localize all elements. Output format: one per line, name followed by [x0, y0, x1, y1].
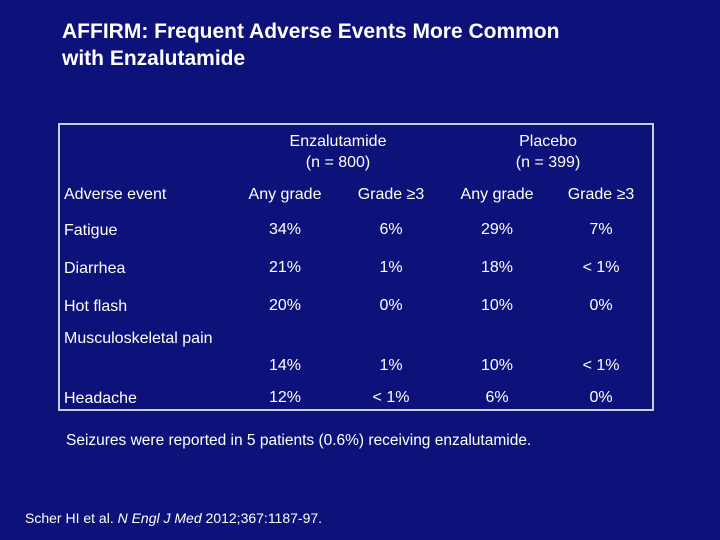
seizure-note: Seizures were reported in 5 patients (0.…	[66, 432, 532, 449]
table-row: Hot flash 20% 0% 10% 0%	[60, 287, 652, 325]
table-cell: < 1%	[582, 259, 620, 276]
table-row: Headache 12% < 1% 6% 0%	[60, 379, 652, 417]
citation: Scher HI et al. N Engl J Med 2012;367:11…	[25, 510, 322, 526]
table-cell: 29%	[481, 221, 514, 238]
event-name: Fatigue	[64, 221, 118, 239]
table-cell: 10%	[481, 357, 514, 374]
adverse-events-table: Enzalutamide (n = 800) Placebo (n = 399)…	[60, 125, 652, 417]
group-name: Enzalutamide	[289, 133, 387, 150]
table-cell: 10%	[481, 297, 514, 314]
table-cell: 20%	[268, 297, 302, 314]
table-cell: 6%	[485, 389, 509, 406]
citation-authors: Scher HI et al.	[25, 510, 114, 526]
column-header-pbo-grade3: Grade ≥3	[567, 186, 635, 203]
column-header-enz-any-grade: Any grade	[248, 186, 322, 203]
column-header-pbo-any-grade: Any grade	[460, 186, 534, 203]
group-header-row: Enzalutamide (n = 800) Placebo (n = 399)	[60, 125, 652, 179]
empty-header-cell	[60, 125, 232, 179]
group-name: Placebo	[519, 133, 577, 150]
group-n: (n = 800)	[305, 154, 371, 171]
column-header-row: Adverse event Any grade Grade ≥3 Any gra…	[60, 179, 652, 211]
table-cell: 21%	[268, 259, 302, 276]
table-cell: 1%	[379, 259, 403, 276]
event-name: Musculoskeletal pain	[64, 330, 213, 347]
table-row: Diarrhea 21% 1% 18% < 1%	[60, 249, 652, 287]
slide-title-line-1: AFFIRM: Frequent Adverse Events More Com…	[62, 20, 560, 43]
event-name: Diarrhea	[64, 259, 126, 277]
table-cell: 34%	[268, 221, 302, 238]
table-cell: 18%	[481, 259, 514, 276]
event-name: Hot flash	[64, 297, 128, 315]
table-cell: 1%	[379, 357, 403, 374]
table-cell: 0%	[589, 297, 613, 314]
group-n: (n = 399)	[515, 154, 581, 171]
table-cell: 12%	[268, 389, 302, 406]
slide-title: AFFIRM: Frequent Adverse Events More Com…	[62, 18, 682, 72]
group-header-enzalutamide: Enzalutamide (n = 800)	[232, 125, 444, 179]
event-name: Headache	[64, 389, 137, 407]
table-cell: 6%	[379, 221, 403, 238]
table-cell: 0%	[379, 297, 403, 314]
citation-details: 2012;367:1187-97.	[205, 510, 323, 526]
column-header-adverse-event: Adverse event	[64, 186, 167, 203]
table-row: Fatigue 34% 6% 29% 7%	[60, 211, 652, 249]
table-row: Musculoskeletal pain 14% 1% 10% < 1%	[60, 325, 652, 379]
table-cell: < 1%	[582, 357, 620, 374]
adverse-events-table-frame: Enzalutamide (n = 800) Placebo (n = 399)…	[58, 123, 654, 411]
table-cell: 14%	[268, 357, 302, 374]
group-header-placebo: Placebo (n = 399)	[444, 125, 652, 179]
slide-title-line-2: with Enzalutamide	[62, 47, 246, 70]
table-cell: 0%	[589, 389, 613, 406]
citation-journal: N Engl J Med	[117, 510, 202, 526]
table-cell: < 1%	[372, 389, 410, 406]
table-cell: 7%	[589, 221, 613, 238]
column-header-enz-grade3: Grade ≥3	[357, 186, 425, 203]
